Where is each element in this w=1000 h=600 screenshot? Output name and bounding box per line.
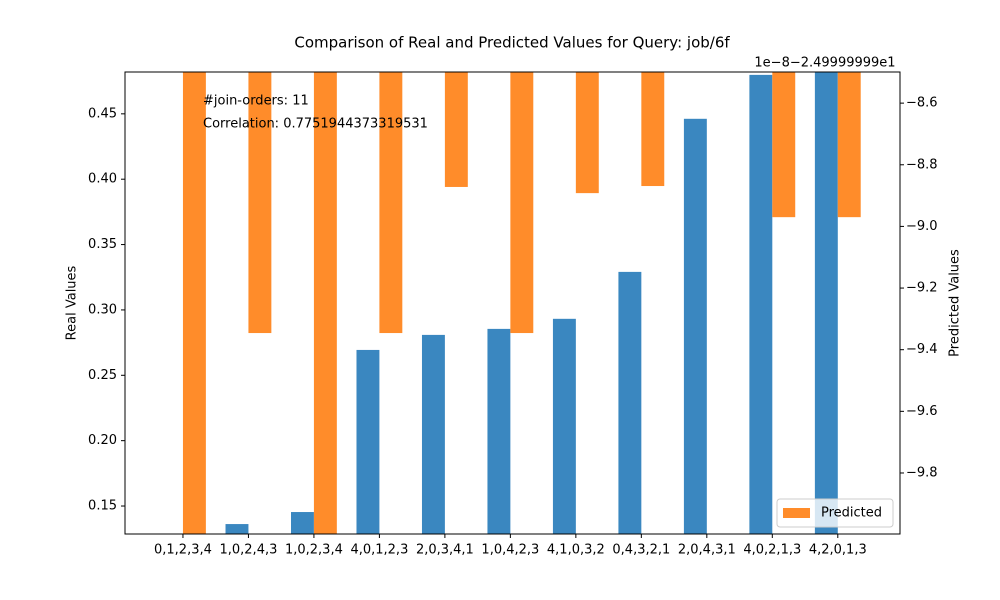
y2-axis-label: Predicted Values: [948, 249, 963, 357]
plot-frame: [124, 71, 901, 535]
y-tick-label: 0.45: [88, 106, 117, 121]
y2-tick-label: −8.6: [906, 96, 938, 111]
bar: [291, 512, 314, 534]
x-tick-label: 1,0,2,3,4: [285, 543, 343, 558]
bar: [421, 334, 445, 534]
annotation: Correlation: 0.7751944373319531: [203, 117, 428, 132]
y-tick-label: 0.30: [88, 302, 117, 317]
bar: [575, 72, 599, 194]
bar: [837, 72, 861, 218]
x-tick-label: 1,0,2,4,3: [219, 543, 277, 558]
bar: [772, 72, 796, 218]
bar: [356, 349, 380, 534]
bar: [248, 72, 272, 334]
y-tick-label: 0.15: [88, 499, 117, 514]
bar: [618, 271, 642, 534]
bar: [444, 72, 468, 187]
legend-box: [776, 498, 894, 528]
chart-title: Comparison of Real and Predicted Values …: [294, 34, 730, 52]
bar: [379, 72, 403, 334]
x-tick-label: 1,0,4,2,3: [481, 543, 539, 558]
x-tick-label: 2,0,3,4,1: [416, 543, 474, 558]
x-tick-label: 4,0,1,2,3: [350, 543, 408, 558]
y2-tick-label: −9.2: [906, 281, 938, 296]
x-tick-label: 4,0,2,1,3: [743, 543, 801, 558]
x-tick-label: 4,2,0,1,3: [809, 543, 867, 558]
y2-tick-label: −9.6: [906, 404, 938, 419]
offset-text: 1e−8−2.49999999e1: [754, 56, 895, 71]
y-axis-label: Real Values: [65, 265, 80, 340]
y2-tick-label: −9.8: [906, 465, 938, 480]
y-tick-label: 0.25: [88, 368, 117, 383]
bar: [510, 72, 534, 334]
annotation: #join-orders: 11: [203, 94, 309, 109]
bar: [683, 118, 707, 534]
bar: [552, 318, 576, 534]
legend-label: Predicted: [821, 506, 882, 521]
y2-tick-label: −8.8: [906, 157, 938, 172]
bar: [487, 328, 511, 534]
bar: [814, 72, 838, 534]
bar: [641, 72, 665, 187]
y2-tick-label: −9.0: [906, 219, 938, 234]
bar: [749, 74, 773, 534]
x-tick-label: 4,1,0,3,2: [547, 543, 605, 558]
x-tick-label: 2,0,4,3,1: [678, 543, 736, 558]
y-tick-label: 0.40: [88, 172, 117, 187]
plot-area: [182, 72, 861, 534]
bar: [225, 524, 249, 534]
bar: [313, 72, 337, 534]
bar: [182, 72, 206, 534]
x-tick-label: 0,4,3,2,1: [612, 543, 670, 558]
y-tick-label: 0.35: [88, 237, 117, 252]
y2-tick-label: −9.4: [906, 342, 938, 357]
y-tick-label: 0.20: [88, 433, 117, 448]
x-tick-label: 0,1,2,3,4: [154, 543, 212, 558]
legend-swatch: [783, 508, 810, 518]
